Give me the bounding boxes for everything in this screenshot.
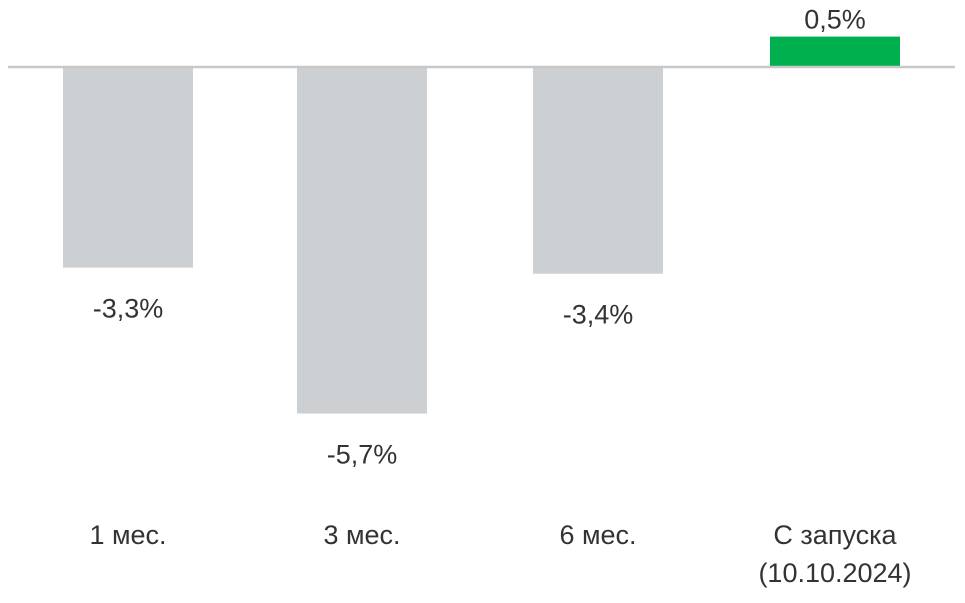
category-label-1: 1 мес. xyxy=(89,520,166,550)
bar-4 xyxy=(770,36,900,67)
category-label-2: 3 мес. xyxy=(323,520,400,550)
bar-2 xyxy=(297,67,427,414)
category-label-4: С запуска xyxy=(773,520,897,550)
data-label-1: -3,3% xyxy=(93,294,164,324)
bar-1 xyxy=(63,67,193,268)
data-label-3: -3,4% xyxy=(563,300,634,330)
bar-3 xyxy=(533,67,663,274)
category-label-3: 6 мес. xyxy=(559,520,636,550)
data-label-4: 0,5% xyxy=(804,5,866,35)
category-label-4: (10.10.2024) xyxy=(758,558,911,588)
data-label-2: -5,7% xyxy=(327,440,398,470)
